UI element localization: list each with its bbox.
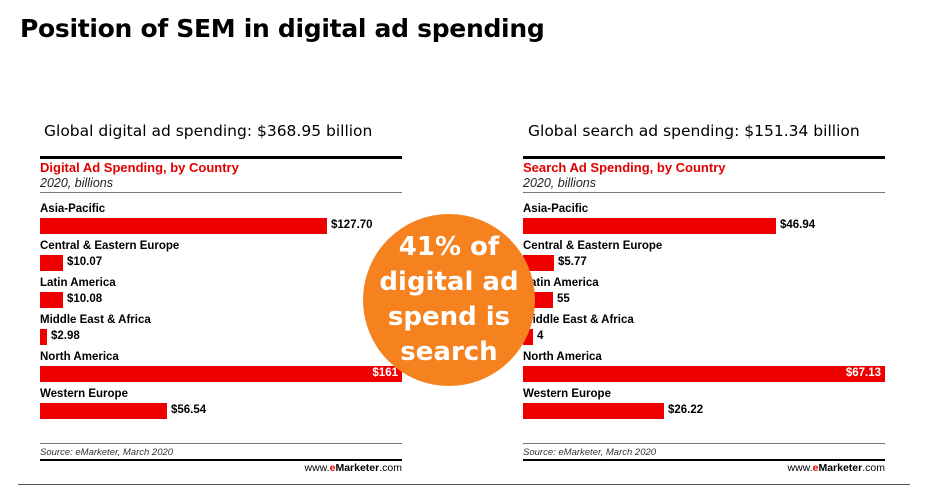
category-label: Western Europe: [523, 388, 611, 400]
callout-text: 41% of digital ad spend is search: [379, 232, 519, 367]
chart-title: Digital Ad Spending, by Country: [40, 160, 239, 175]
brand-post: .com: [379, 462, 402, 474]
bar: [40, 218, 327, 234]
search-ad-spending-chart: Search Ad Spending, by Country 2020, bil…: [523, 156, 885, 474]
category-label: Central & Eastern Europe: [523, 240, 663, 252]
brand-bold: Marketer: [818, 462, 863, 474]
bar: [40, 292, 63, 308]
chart-top-rule: [523, 156, 885, 159]
source-rule: [40, 443, 402, 444]
bar: [40, 329, 47, 345]
bar: [40, 255, 63, 271]
value-label: $10.07: [67, 256, 103, 268]
value-label: $161: [372, 367, 398, 379]
bar: [523, 255, 554, 271]
brand-pre: www.: [787, 462, 813, 474]
value-label: 4: [537, 330, 544, 342]
brand-accent: e: [812, 462, 819, 474]
bar: [40, 403, 167, 419]
chart-bottom-rule: [40, 459, 402, 461]
source-rule: [523, 443, 885, 444]
category-label: Middle East & Africa: [523, 314, 634, 326]
category-label: Latin America: [40, 277, 116, 289]
chart-sub-rule: [523, 192, 885, 193]
chart-bottom-rule: [523, 459, 885, 461]
chart-source: Source: eMarketer, March 2020: [40, 447, 174, 458]
bar: [523, 403, 664, 419]
category-label: Central & Eastern Europe: [40, 240, 180, 252]
category-label: Asia-Pacific: [40, 203, 106, 215]
brand-bold: Marketer: [335, 462, 380, 474]
category-label: Middle East & Africa: [40, 314, 151, 326]
slide-bottom-rule: [18, 484, 910, 485]
digital-ad-spending-chart: Digital Ad Spending, by Country 2020, bi…: [40, 156, 402, 474]
emarketer-brand: www.eMarketer.com: [305, 462, 402, 474]
left-caption: Global digital ad spending: $368.95 bill…: [44, 122, 373, 140]
right-caption: Global search ad spending: $151.34 billi…: [528, 122, 860, 140]
value-label: 55: [557, 293, 570, 305]
value-label: $10.08: [67, 293, 103, 305]
brand-accent: e: [329, 462, 336, 474]
bar: [523, 218, 776, 234]
chart-title: Search Ad Spending, by Country: [523, 160, 726, 175]
category-label: Asia-Pacific: [523, 203, 589, 215]
slide-title: Position of SEM in digital ad spending: [20, 14, 545, 43]
chart-source: Source: eMarketer, March 2020: [523, 447, 657, 458]
value-label: $56.54: [171, 404, 207, 416]
emarketer-brand: www.eMarketer.com: [788, 462, 885, 474]
category-label: Latin America: [523, 277, 599, 289]
value-label: $127.70: [331, 219, 373, 231]
category-label: North America: [40, 351, 119, 363]
value-label: $5.77: [558, 256, 587, 268]
value-label: $2.98: [51, 330, 80, 342]
callout-circle: 41% of digital ad spend is search: [363, 214, 535, 386]
chart-sub-rule: [40, 192, 402, 193]
chart-subtitle: 2020, billions: [40, 176, 113, 190]
bar: [523, 329, 533, 345]
category-label: Western Europe: [40, 388, 128, 400]
chart-subtitle: 2020, billions: [523, 176, 596, 190]
brand-post: .com: [862, 462, 885, 474]
category-label: North America: [523, 351, 602, 363]
bar: [523, 366, 885, 382]
value-label: $26.22: [668, 404, 704, 416]
value-label: $46.94: [780, 219, 816, 231]
chart-top-rule: [40, 156, 402, 159]
bar: [40, 366, 402, 382]
brand-pre: www.: [304, 462, 330, 474]
value-label: $67.13: [845, 367, 881, 379]
